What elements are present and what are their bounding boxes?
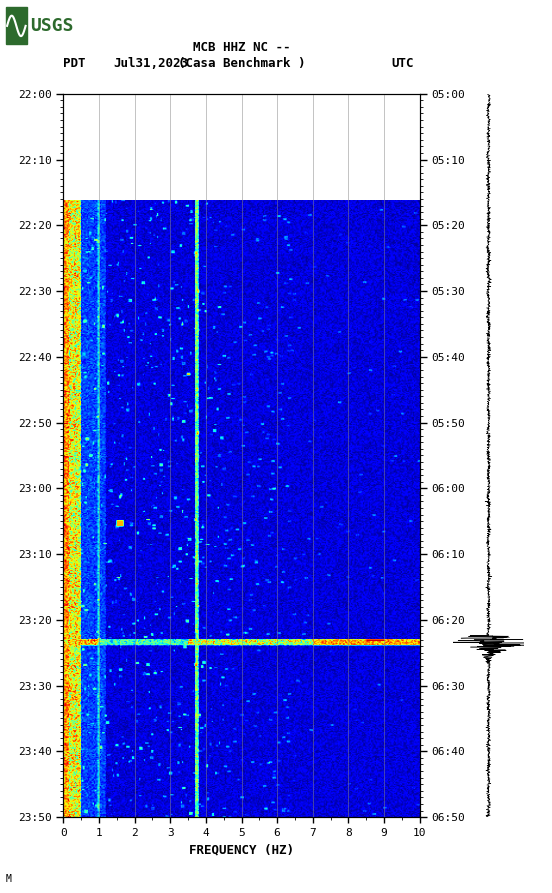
Text: MCB HHZ NC --: MCB HHZ NC -- [193,40,290,54]
Text: M: M [6,874,12,884]
Text: Jul31,2023: Jul31,2023 [113,56,188,70]
Text: (Casa Benchmark ): (Casa Benchmark ) [178,56,305,70]
Text: UTC: UTC [391,56,414,70]
Text: PDT: PDT [63,56,86,70]
Text: USGS: USGS [30,17,74,35]
X-axis label: FREQUENCY (HZ): FREQUENCY (HZ) [189,843,294,856]
